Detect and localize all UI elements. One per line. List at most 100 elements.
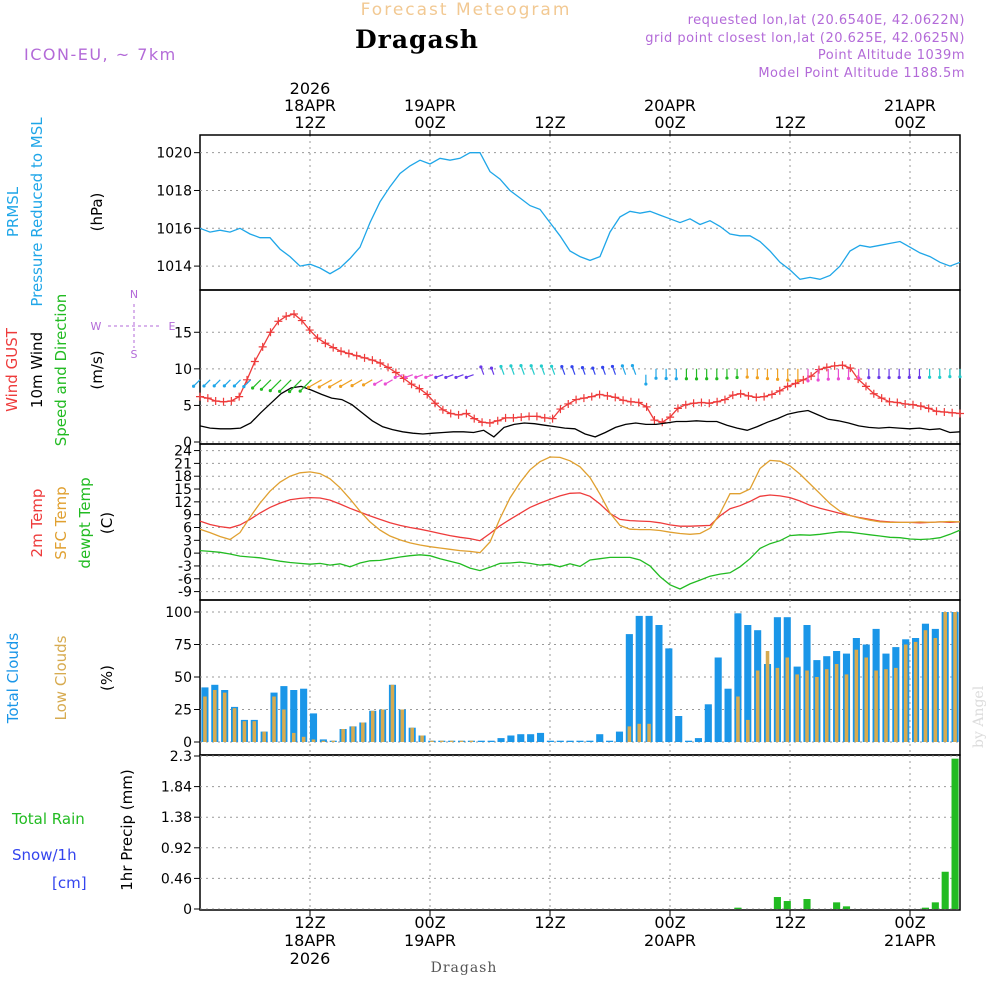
precip-bar <box>783 901 791 909</box>
grid-point-coords: grid point closest lon,lat (20.625E, 42.… <box>645 31 965 46</box>
wind-arrow-head <box>539 364 543 368</box>
top-time-label: 12Z <box>534 113 565 132</box>
clouds-bar <box>321 740 326 742</box>
temperature-ytick-label: 9 <box>183 508 192 524</box>
gust-marker <box>274 317 283 326</box>
clouds-bar <box>477 740 485 742</box>
clouds-bar <box>487 740 495 742</box>
clouds-bar <box>242 721 247 742</box>
gust-marker <box>556 405 565 414</box>
gust-marker <box>572 395 581 404</box>
pressure-unit: (hPa) <box>88 193 106 232</box>
top-time-label: 18APR <box>284 96 336 115</box>
wind-arrow-head <box>877 375 881 380</box>
wind-arrow-head <box>202 384 206 388</box>
clouds-bar <box>647 723 651 742</box>
clouds-bar <box>232 708 237 742</box>
temperature-unit: (C) <box>98 512 116 534</box>
wind-arrow-head <box>519 364 523 368</box>
wind-arrow-head <box>826 377 830 381</box>
clouds-bar <box>635 615 643 742</box>
gust-marker <box>462 409 471 418</box>
wind-arrow-head <box>694 377 699 381</box>
compass-s: S <box>131 348 138 361</box>
gust-marker <box>509 413 518 422</box>
precip-bar <box>921 907 930 909</box>
wind-arrow-head <box>907 375 911 379</box>
gust-marker <box>493 416 502 425</box>
clouds-bar <box>311 739 316 742</box>
wind-label-0: Wind GUST <box>3 327 21 412</box>
gust-marker <box>391 368 400 377</box>
temperature-series-1 <box>199 456 961 554</box>
wind-arrow <box>318 379 333 388</box>
wind-arrow-head <box>591 366 595 370</box>
clouds-label-1: Low Clouds <box>52 635 70 720</box>
temperature-ytick-label: 15 <box>174 482 192 498</box>
pressure-series-0 <box>199 152 961 281</box>
gust-marker <box>266 328 275 337</box>
clouds-bar <box>724 688 732 742</box>
clouds-bar <box>341 729 345 742</box>
clouds-bar <box>943 612 947 742</box>
precip-ytick-label: 2.3 <box>170 749 192 765</box>
clouds-unit: (%) <box>98 665 116 691</box>
clouds-bar <box>400 709 405 742</box>
gust-marker <box>956 409 964 418</box>
compass-e: E <box>169 320 176 333</box>
clouds-bar <box>380 709 385 742</box>
wind-arrow-head <box>755 376 759 380</box>
temperature-label-1: SFC Temp <box>52 486 70 559</box>
precip-label-2: [cm] <box>52 874 87 892</box>
gust-marker <box>360 353 369 362</box>
clouds-bar <box>625 634 633 742</box>
gust-marker <box>908 400 917 409</box>
temperature-series-2 <box>199 529 961 590</box>
gust-marker <box>916 402 925 411</box>
wind-arrow-head <box>705 377 709 381</box>
wind-ytick-label: 10 <box>174 362 192 378</box>
wind-arrow-head <box>339 384 343 388</box>
wind-arrow <box>340 379 353 387</box>
wind-arrow-head <box>897 375 901 380</box>
wind-arrow-head <box>846 376 851 381</box>
clouds-ytick-label: 50 <box>174 670 192 686</box>
wind-arrow-head <box>958 375 962 379</box>
gust-marker <box>587 392 596 401</box>
panel-precip: 0 0.46 0.92 1.38 1.84 2.3 <box>161 749 961 918</box>
wind-arrow <box>243 379 252 388</box>
gust-marker <box>681 400 690 409</box>
clouds-bar <box>903 644 908 742</box>
wind-arrow <box>279 379 292 392</box>
wind-arrow-head <box>674 377 678 381</box>
precip-bar <box>803 899 811 909</box>
pressure-label-0: PRMSL <box>4 186 22 237</box>
clouds-bar <box>606 740 614 742</box>
gust-marker <box>376 358 385 367</box>
top-time-label: 12Z <box>294 113 325 132</box>
wind-arrow-head <box>317 385 321 389</box>
clouds-bar <box>894 667 898 742</box>
wind-arrow-head <box>464 375 468 379</box>
wind-arrow <box>289 379 302 393</box>
bottom-time-label: 00Z <box>414 913 445 932</box>
clouds-bar <box>844 674 849 742</box>
wind-arrow-head <box>836 377 841 381</box>
temperature-ytick-label: 0 <box>183 546 192 562</box>
temperature-ytick-label: 12 <box>174 495 192 511</box>
pressure-label-1: Pressure Reduced to MSL <box>28 117 46 307</box>
gust-marker <box>478 418 487 427</box>
wind-series-1 <box>199 385 961 438</box>
bottom-time-label: 21APR <box>884 931 936 950</box>
gust-marker <box>517 413 526 422</box>
wind-arrow-head <box>424 375 428 379</box>
clouds-bar <box>913 641 918 742</box>
clouds-bar <box>309 713 318 742</box>
gust-marker <box>767 390 776 399</box>
clouds-bar <box>440 740 444 742</box>
wind-arrow-head <box>242 385 246 389</box>
clouds-bar <box>459 740 464 742</box>
clouds-bar <box>390 684 395 742</box>
clouds-bar <box>300 688 308 742</box>
clouds-bar <box>714 657 722 742</box>
